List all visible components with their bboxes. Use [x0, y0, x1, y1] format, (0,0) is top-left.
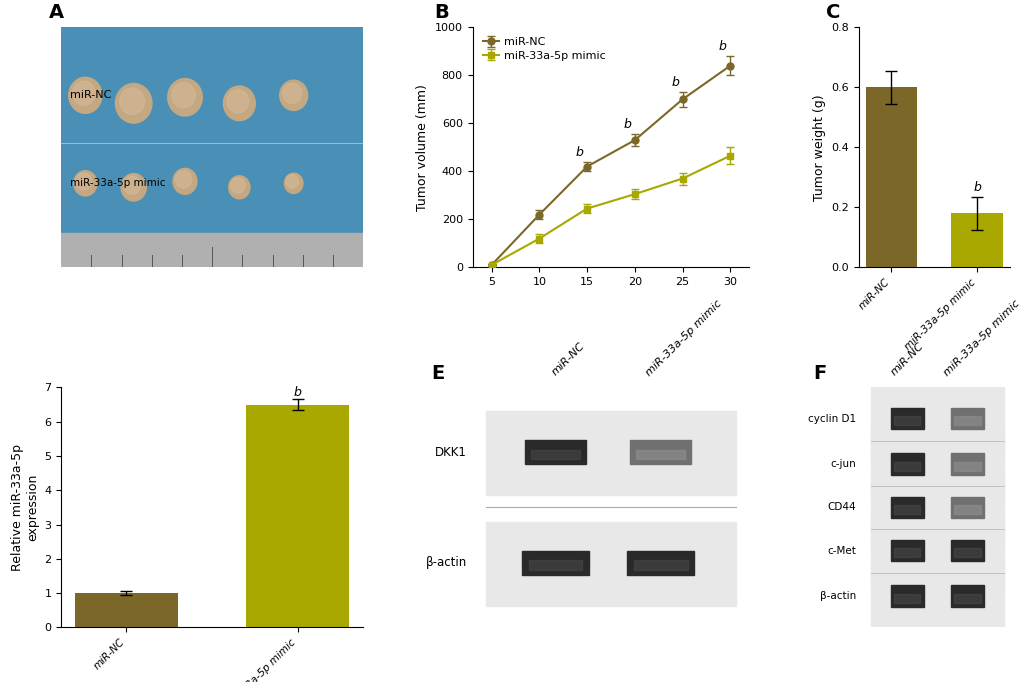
Bar [865, 87, 916, 267]
Bar [890, 408, 923, 430]
Bar [954, 548, 980, 557]
Bar [247, 404, 350, 627]
Bar [893, 417, 919, 425]
Bar [893, 505, 919, 514]
Ellipse shape [284, 173, 303, 194]
Bar [893, 462, 919, 471]
Ellipse shape [121, 174, 146, 201]
Bar [950, 408, 983, 430]
Text: b: b [623, 118, 631, 131]
Text: b: b [293, 386, 302, 399]
Text: miR-NC: miR-NC [549, 341, 586, 378]
Text: miR-NC: miR-NC [889, 341, 925, 378]
Bar [634, 560, 687, 570]
Bar [950, 585, 983, 607]
Bar [528, 560, 582, 570]
Bar [954, 417, 980, 425]
Text: F: F [813, 364, 826, 383]
Ellipse shape [119, 88, 145, 115]
Bar [890, 454, 923, 475]
Text: E: E [431, 364, 444, 383]
Ellipse shape [167, 78, 202, 116]
Bar [954, 505, 980, 514]
Text: b: b [718, 40, 726, 53]
Bar [950, 540, 983, 561]
Bar [890, 540, 923, 561]
Ellipse shape [228, 176, 250, 199]
Bar [636, 450, 685, 460]
Ellipse shape [282, 83, 302, 104]
Bar [954, 462, 980, 471]
Bar [61, 233, 363, 267]
Text: c-Met: c-Met [826, 546, 855, 556]
Bar [870, 473, 1003, 546]
Text: β-actin: β-actin [425, 556, 467, 569]
Bar [870, 384, 1003, 458]
Text: miR-33a-5p mimic: miR-33a-5p mimic [644, 298, 723, 378]
Legend: miR-NC, miR-33a-5p mimic: miR-NC, miR-33a-5p mimic [478, 33, 609, 65]
Ellipse shape [230, 177, 245, 193]
Bar [870, 562, 1003, 635]
Bar [525, 440, 586, 464]
Bar [893, 594, 919, 603]
Text: miR-NC: miR-NC [69, 90, 111, 100]
Text: miR-33a-5p mimic: miR-33a-5p mimic [69, 178, 165, 188]
Ellipse shape [68, 77, 102, 113]
Ellipse shape [223, 86, 255, 121]
Ellipse shape [173, 168, 197, 194]
Bar [630, 440, 691, 464]
Ellipse shape [227, 90, 249, 113]
Text: b: b [671, 76, 679, 89]
Bar [531, 450, 580, 460]
Text: b: b [972, 181, 980, 194]
Ellipse shape [115, 83, 152, 123]
Y-axis label: Tumor volume (mm): Tumor volume (mm) [416, 84, 429, 211]
Ellipse shape [73, 170, 97, 196]
Text: b: b [575, 146, 583, 159]
Bar [954, 594, 980, 603]
Bar [486, 411, 735, 495]
Ellipse shape [171, 83, 195, 108]
Text: B: B [433, 3, 448, 23]
Text: c-jun: c-jun [829, 459, 855, 469]
Bar [486, 522, 735, 606]
Ellipse shape [285, 175, 299, 188]
Bar [74, 593, 177, 627]
Bar [893, 548, 919, 557]
Text: CD44: CD44 [826, 503, 855, 512]
Bar [950, 454, 983, 475]
Bar [950, 496, 983, 518]
Y-axis label: Relative miR-33a-5p
expression: Relative miR-33a-5p expression [11, 444, 39, 571]
Ellipse shape [123, 176, 141, 194]
Bar [890, 585, 923, 607]
Y-axis label: Tumor weight (g): Tumor weight (g) [812, 94, 825, 201]
Bar [951, 213, 1002, 267]
Bar [522, 550, 589, 575]
Bar [627, 550, 694, 575]
Ellipse shape [75, 173, 92, 190]
Text: C: C [824, 3, 840, 23]
Ellipse shape [72, 81, 95, 105]
Bar [870, 430, 1003, 503]
Ellipse shape [279, 80, 308, 110]
Text: DKK1: DKK1 [435, 446, 467, 459]
Bar [870, 516, 1003, 589]
Text: A: A [49, 3, 64, 23]
Text: miR-33a-5p mimic: miR-33a-5p mimic [941, 298, 1019, 378]
Text: cyclin D1: cyclin D1 [807, 413, 855, 424]
Bar [890, 496, 923, 518]
Ellipse shape [175, 170, 192, 188]
Text: β-actin: β-actin [818, 591, 855, 602]
